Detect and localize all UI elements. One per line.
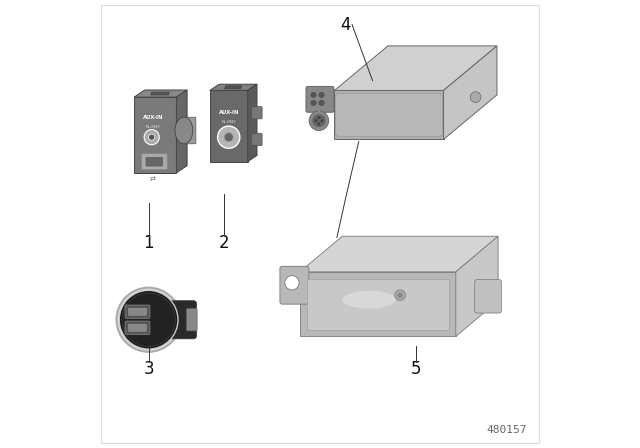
Text: AUX-IN: AUX-IN [143,115,163,120]
Polygon shape [134,90,187,97]
FancyBboxPatch shape [141,154,167,170]
FancyBboxPatch shape [165,301,196,339]
Text: 480157: 480157 [486,426,527,435]
Circle shape [395,290,406,301]
Text: NI-XNY: NI-XNY [221,121,236,125]
Text: AUX-IN: AUX-IN [218,110,239,115]
Text: 3: 3 [143,360,154,378]
FancyBboxPatch shape [125,321,150,334]
Circle shape [119,290,178,349]
Circle shape [398,293,403,297]
Circle shape [311,92,316,98]
Polygon shape [335,90,444,139]
FancyBboxPatch shape [129,308,147,315]
Circle shape [122,293,175,346]
FancyBboxPatch shape [252,107,262,119]
Circle shape [470,92,481,103]
Polygon shape [335,46,497,90]
Circle shape [311,100,316,106]
FancyBboxPatch shape [280,266,309,304]
FancyBboxPatch shape [180,117,196,144]
Circle shape [321,119,323,122]
Polygon shape [307,279,449,330]
Ellipse shape [175,117,193,144]
Polygon shape [225,86,242,89]
Polygon shape [134,97,177,173]
Circle shape [319,100,324,106]
Polygon shape [177,90,187,173]
Circle shape [309,111,329,130]
Circle shape [314,119,317,122]
FancyBboxPatch shape [252,133,262,146]
Text: 5: 5 [410,360,421,378]
Polygon shape [444,46,497,139]
Text: 1: 1 [143,234,154,252]
Polygon shape [248,84,257,162]
Polygon shape [300,272,456,336]
Circle shape [313,115,325,127]
FancyBboxPatch shape [186,309,197,331]
Text: ⇄: ⇄ [150,177,156,182]
Circle shape [144,129,159,145]
FancyBboxPatch shape [475,280,501,313]
FancyBboxPatch shape [146,157,163,166]
Circle shape [317,122,320,125]
Circle shape [218,126,240,148]
FancyBboxPatch shape [306,86,334,112]
Circle shape [319,92,324,98]
Polygon shape [150,92,170,95]
Text: NI-XNY: NI-XNY [146,125,161,129]
Text: 2: 2 [219,234,230,252]
Circle shape [148,134,155,140]
Polygon shape [456,236,498,336]
Circle shape [285,276,299,290]
FancyBboxPatch shape [125,305,150,319]
Polygon shape [300,236,498,272]
Circle shape [317,116,320,119]
Text: 4: 4 [340,16,351,34]
FancyBboxPatch shape [129,324,147,332]
Polygon shape [210,84,257,90]
Ellipse shape [342,291,396,309]
Circle shape [224,133,233,142]
Circle shape [116,288,180,352]
Polygon shape [210,90,248,162]
FancyBboxPatch shape [335,94,443,136]
